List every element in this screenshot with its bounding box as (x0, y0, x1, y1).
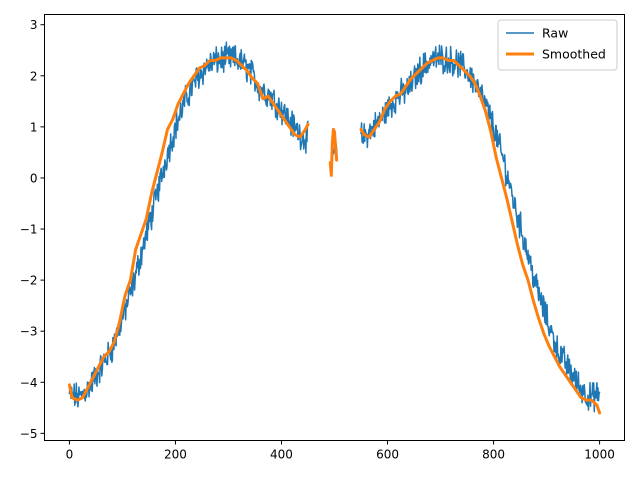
y-tick-label: −4 (20, 376, 38, 390)
y-tick-label: 2 (30, 69, 38, 83)
y-tick-label: −3 (20, 325, 38, 339)
x-tick-label: 800 (482, 448, 505, 462)
series-smoothed (67, 56, 602, 415)
x-tick-label: 600 (376, 448, 399, 462)
legend-label-raw: Raw (542, 26, 568, 41)
y-axis: −5 −4 −3 −2 −1 0 1 2 3 (20, 18, 45, 441)
y-tick-label: −5 (20, 427, 38, 441)
y-tick-label: 1 (30, 120, 38, 134)
y-tick-label: −2 (20, 274, 38, 288)
x-tick-label: 200 (164, 448, 187, 462)
series-smoothed-segment (359, 56, 602, 415)
series-raw-segment (360, 44, 601, 413)
series-smoothed-segment (67, 56, 310, 402)
y-tick-label: −1 (20, 223, 38, 237)
y-tick-label: 3 (30, 18, 38, 32)
series-raw-segment (68, 41, 309, 408)
x-tick-label: 1000 (584, 448, 615, 462)
legend: Raw Smoothed (497, 19, 618, 71)
y-tick-label: 0 (30, 171, 38, 185)
x-tick-label: 0 (66, 448, 74, 462)
plot-frame (44, 14, 625, 441)
series-layer (67, 41, 602, 415)
legend-label-smoothed: Smoothed (542, 47, 606, 62)
x-axis: 0 200 400 600 800 1000 (66, 440, 615, 462)
series-smoothed-segment (328, 127, 339, 177)
x-tick-label: 400 (270, 448, 293, 462)
series-raw (68, 41, 601, 413)
